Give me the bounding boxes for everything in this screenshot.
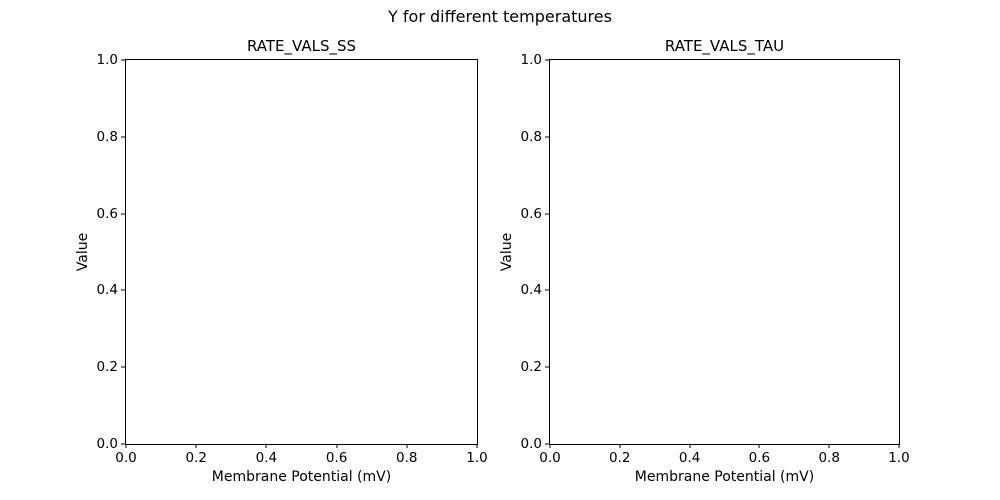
y-tick-mark — [121, 443, 125, 445]
x-axis-label: Membrane Potential (mV) — [211, 469, 392, 485]
y-axis-label: Value — [75, 232, 91, 272]
x-tick-label: 1.0 — [888, 450, 910, 466]
subplot-title: RATE_VALS_SS — [246, 37, 357, 55]
y-tick-mark — [121, 289, 125, 291]
x-tick-label: 0.6 — [325, 450, 348, 466]
figure-suptitle: Y for different temperatures — [388, 7, 612, 26]
y-tick-mark — [545, 59, 549, 61]
x-tick-label: 0.2 — [185, 450, 207, 466]
y-tick-mark — [121, 213, 125, 215]
y-tick-mark — [121, 366, 125, 368]
x-tick-label: 0.4 — [678, 450, 701, 466]
y-tick-label: 0.0 — [520, 436, 542, 452]
y-tick-label: 0.6 — [520, 205, 542, 222]
x-tick-label: 0.0 — [115, 450, 137, 466]
x-tick-mark — [828, 444, 830, 448]
x-tick-label: 0.8 — [396, 450, 418, 466]
x-tick-mark — [406, 444, 408, 448]
y-tick-label: 0.2 — [520, 359, 542, 376]
plot-area — [550, 60, 899, 444]
x-tick-label: 0.4 — [255, 450, 278, 466]
y-axis-label: Value — [499, 232, 515, 272]
x-tick-mark — [336, 444, 338, 448]
x-tick-mark — [265, 444, 267, 448]
x-tick-mark — [758, 444, 760, 448]
y-tick-label: 0.0 — [96, 436, 118, 452]
y-tick-mark — [545, 289, 549, 291]
y-tick-mark — [121, 136, 125, 138]
y-tick-label: 1.0 — [96, 52, 118, 68]
plot-area — [126, 60, 477, 444]
x-tick-mark — [476, 444, 478, 448]
subplot-rate-vals-tau: RATE_VALS_TAU Membrane Potential (mV) Va… — [499, 37, 910, 485]
x-tick-mark — [125, 444, 127, 448]
x-axis-label: Membrane Potential (mV) — [634, 469, 815, 485]
x-tick-label: 0.2 — [609, 450, 631, 466]
y-tick-label: 1.0 — [520, 52, 542, 68]
x-tick-label: 1.0 — [466, 450, 488, 466]
x-tick-mark — [195, 444, 197, 448]
y-tick-label: 0.4 — [520, 282, 542, 299]
y-tick-label: 0.2 — [96, 359, 118, 376]
y-tick-mark — [545, 213, 549, 215]
x-tick-mark — [898, 444, 900, 448]
x-tick-label: 0.0 — [539, 450, 561, 466]
y-tick-mark — [545, 136, 549, 138]
x-tick-mark — [689, 444, 691, 448]
subplot-rate-vals-ss: RATE_VALS_SS Membrane Potential (mV) Val… — [75, 37, 488, 485]
y-tick-mark — [121, 59, 125, 61]
y-tick-label: 0.4 — [96, 282, 118, 299]
x-tick-label: 0.6 — [748, 450, 771, 466]
y-tick-label: 0.6 — [96, 205, 118, 222]
y-tick-label: 0.8 — [520, 128, 542, 145]
y-tick-mark — [545, 366, 549, 368]
x-tick-mark — [549, 444, 551, 448]
x-tick-label: 0.8 — [818, 450, 840, 466]
y-tick-label: 0.8 — [96, 128, 118, 145]
x-tick-mark — [619, 444, 621, 448]
y-tick-mark — [545, 443, 549, 445]
subplot-title: RATE_VALS_TAU — [664, 37, 785, 55]
